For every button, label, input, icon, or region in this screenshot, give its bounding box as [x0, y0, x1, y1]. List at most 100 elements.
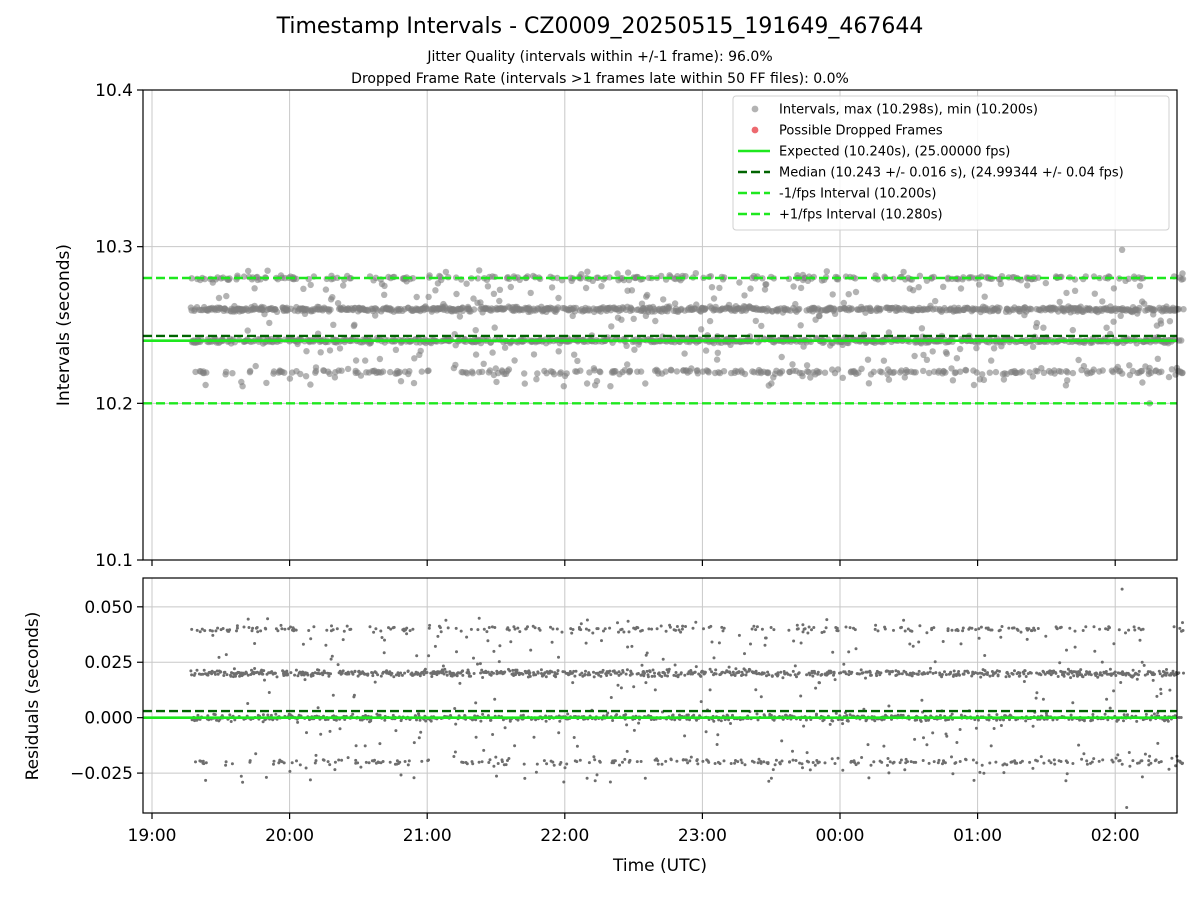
residual-point [242, 625, 246, 629]
residual-point [273, 671, 277, 675]
residual-point [1024, 719, 1028, 723]
residual-point [250, 668, 253, 672]
residual-point [337, 758, 341, 762]
residual-point [1079, 668, 1083, 672]
interval-point [362, 357, 369, 364]
interval-point [923, 356, 931, 363]
residual-point [246, 702, 250, 705]
legend-label: Expected (10.240s), (25.00000 fps) [779, 145, 1010, 160]
residual-point [861, 671, 865, 675]
residual-point [427, 626, 431, 630]
residual-point [1054, 671, 1058, 675]
residual-point [282, 674, 286, 677]
legend-label: +1/fps Interval (10.280s) [779, 208, 943, 223]
residual-point [349, 627, 353, 631]
residual-point [805, 751, 809, 755]
residual-point [239, 774, 243, 778]
residual-point [1154, 758, 1158, 762]
residual-point [319, 732, 323, 736]
interval-point [716, 284, 723, 292]
residual-point [616, 683, 620, 687]
interval-point [571, 351, 578, 358]
residual-point [636, 672, 640, 675]
residual-point [748, 668, 752, 672]
residual-point [534, 770, 538, 774]
residual-point [210, 669, 214, 673]
residual-point [317, 668, 321, 672]
residual-point [556, 669, 560, 673]
interval-point [1062, 382, 1070, 389]
residual-point [461, 673, 465, 677]
residual-point [552, 763, 556, 767]
interval-point [577, 367, 584, 374]
residual-point [1071, 701, 1075, 705]
interval-point [694, 370, 701, 377]
residual-point [776, 673, 780, 677]
residual-point-max [1120, 587, 1124, 591]
residual-point [644, 681, 648, 685]
residual-point [917, 669, 921, 673]
residual-point [959, 642, 963, 646]
residual-point [1096, 675, 1100, 679]
interval-point [618, 316, 625, 323]
residual-point [623, 757, 627, 761]
residual-point [583, 673, 587, 676]
residuals-x-ticks: 19:00 20:00 21:00 22:00 23:00 00:00 01:00 02:00 [128, 813, 1140, 846]
residual-point [719, 719, 723, 723]
residual-point [683, 734, 687, 738]
residual-point-min [1125, 806, 1129, 809]
intervals-y-tick-label: 10.3 [95, 238, 133, 258]
residual-point [780, 739, 784, 743]
interval-point [644, 291, 651, 299]
residual-point [977, 636, 981, 640]
residual-point [887, 771, 891, 775]
interval-point [372, 312, 379, 319]
interval-point [432, 287, 439, 294]
residual-point [285, 669, 289, 673]
interval-point [956, 345, 964, 353]
residual-point [379, 629, 383, 633]
residual-point [739, 758, 743, 762]
interval-point [973, 344, 980, 352]
residual-point [588, 673, 592, 677]
residual-point [455, 650, 458, 654]
residual-point [1131, 668, 1135, 672]
residual-point [1122, 719, 1125, 723]
interval-point [478, 368, 486, 375]
interval-point [326, 370, 333, 377]
residual-point [429, 719, 433, 723]
interval-point [996, 304, 1003, 312]
interval-point [472, 351, 480, 358]
residual-point [469, 674, 473, 678]
residual-point [791, 749, 794, 753]
residual-point [1035, 759, 1039, 763]
residual-point [899, 758, 903, 762]
residual-point [717, 641, 721, 645]
residual-point [1165, 671, 1169, 675]
residual-point [716, 733, 720, 737]
residual-point [1059, 760, 1063, 763]
residual-point [574, 669, 578, 673]
residual-point [999, 724, 1003, 727]
residual-point [1068, 626, 1072, 630]
interval-point [1033, 319, 1041, 327]
residual-point [710, 640, 714, 644]
residual-point [474, 735, 478, 739]
intervals-y-ticks: 10.110.210.310.4 [95, 81, 143, 571]
interval-point [266, 319, 273, 327]
interval-point [312, 364, 320, 371]
interval-point [992, 368, 1000, 376]
residual-point [306, 673, 310, 677]
residual-point [296, 674, 300, 678]
interval-point [662, 368, 669, 375]
residual-point [545, 762, 549, 766]
residual-point [1133, 628, 1137, 632]
interval-point [763, 281, 770, 288]
residual-point [500, 760, 504, 764]
residual-point [331, 628, 335, 632]
residual-point [538, 628, 542, 632]
interval-point [352, 357, 360, 364]
residual-point [898, 672, 901, 676]
residual-point [222, 674, 226, 677]
residual-point [625, 723, 629, 727]
